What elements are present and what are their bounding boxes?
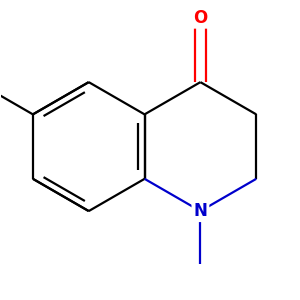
Text: N: N (194, 202, 207, 220)
Text: O: O (193, 9, 208, 27)
